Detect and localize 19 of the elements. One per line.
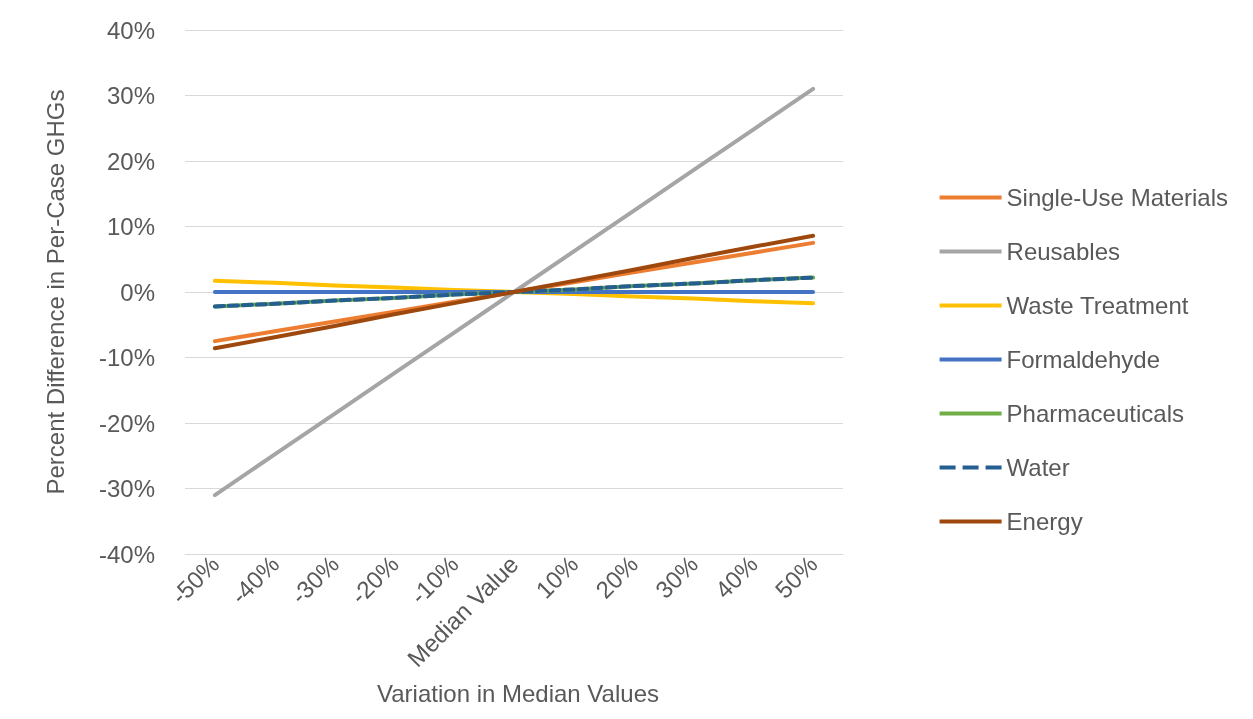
y-tick-label: -20% [98, 409, 155, 437]
y-tick-label: 20% [106, 147, 155, 175]
line-series [212, 86, 816, 498]
x-axis-title: Variation in Median Values [377, 679, 659, 707]
legend-label: Reusables [1006, 238, 1120, 265]
y-tick-label: -10% [98, 344, 155, 371]
legend-label: Formaldehyde [1006, 346, 1161, 373]
legend-label: Single-Use Materials [1006, 184, 1229, 211]
legend-label: Energy [1006, 508, 1083, 535]
x-tick-label: 40% [709, 550, 763, 604]
y-axis-title: Percent Difference in Per-Case GHGs [41, 89, 69, 495]
y-tick-label: 10% [106, 213, 155, 240]
y-tick-label: 0% [120, 278, 155, 306]
y-tick-label: 30% [106, 82, 155, 109]
y-tick-label: -30% [98, 475, 155, 502]
legend-label: Water [1006, 454, 1070, 481]
y-tick-label: 40% [106, 16, 155, 44]
legend-label: Pharmaceuticals [1006, 400, 1185, 427]
legend-label: Waste Treatment [1006, 292, 1189, 319]
